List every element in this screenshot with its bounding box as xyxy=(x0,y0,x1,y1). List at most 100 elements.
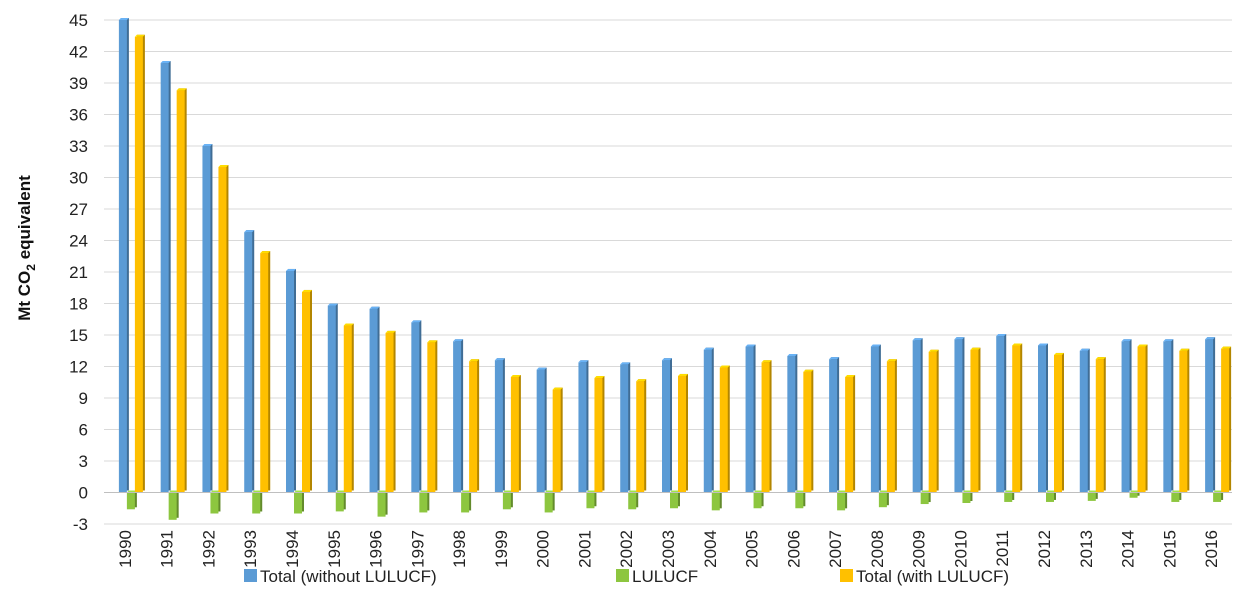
bar xyxy=(912,340,921,493)
bar-top xyxy=(510,375,521,377)
x-tick-label: 2007 xyxy=(826,530,845,568)
x-tick-label: 2005 xyxy=(743,530,762,568)
bar-top xyxy=(787,354,798,356)
bar-top xyxy=(411,320,422,323)
bar xyxy=(453,341,462,493)
bar xyxy=(544,492,553,513)
bar xyxy=(176,90,185,493)
x-tick-label: 2002 xyxy=(617,530,636,568)
bar xyxy=(202,146,211,493)
y-tick-label: 9 xyxy=(79,389,88,408)
bar-top xyxy=(803,369,814,372)
bar xyxy=(286,270,294,493)
legend-label: Total (with LULUCF) xyxy=(856,567,1009,586)
bar xyxy=(294,492,302,514)
bar xyxy=(1171,492,1180,502)
bar xyxy=(1137,346,1146,493)
x-tick-label: 1999 xyxy=(492,530,511,568)
bar xyxy=(510,377,519,493)
y-tick-label: 30 xyxy=(69,169,88,188)
x-tick-label: 1997 xyxy=(408,530,427,568)
bars xyxy=(118,18,1232,520)
bar xyxy=(886,361,895,493)
bar-top xyxy=(1137,344,1148,347)
bar xyxy=(419,492,428,513)
x-tick-label: 1993 xyxy=(241,530,260,568)
bar xyxy=(385,332,394,493)
x-tick-label: 2014 xyxy=(1119,530,1138,568)
bar xyxy=(803,371,812,493)
bar-top xyxy=(327,303,338,306)
bar-top xyxy=(302,289,312,292)
x-tick-label: 2015 xyxy=(1160,530,1179,568)
y-tick-label: 45 xyxy=(69,11,88,30)
y-tick-label: 3 xyxy=(79,452,88,471)
bar-top xyxy=(385,330,396,333)
bar xyxy=(928,351,937,493)
bar xyxy=(494,360,503,493)
y-tick-label: 6 xyxy=(79,421,88,440)
bar-top xyxy=(954,337,965,340)
bar xyxy=(536,369,545,493)
bar-top xyxy=(662,358,672,361)
bar-top xyxy=(996,334,1007,337)
y-axis-title-subscript: 2 xyxy=(24,264,38,271)
bar-top xyxy=(244,230,255,233)
y-tick-label: 42 xyxy=(69,43,88,62)
bar-top xyxy=(1163,339,1174,342)
x-tick-label: 1991 xyxy=(158,530,177,568)
y-tick-label: 21 xyxy=(69,263,88,282)
bar xyxy=(1046,492,1054,502)
bar-top xyxy=(1179,348,1190,351)
bar-top xyxy=(552,387,563,390)
bar xyxy=(954,339,963,493)
bar xyxy=(210,492,219,514)
bar xyxy=(411,322,420,493)
y-tick-label: 24 xyxy=(69,232,88,251)
bar xyxy=(327,305,336,493)
y-tick-label: 0 xyxy=(79,484,88,503)
bar xyxy=(244,232,253,493)
bar-top xyxy=(761,360,772,363)
x-tick-label: 2012 xyxy=(1035,530,1054,568)
bar-top xyxy=(1038,343,1048,346)
legend-label: LULUCF xyxy=(632,567,698,586)
y-axis-title-main: Mt CO xyxy=(15,271,34,321)
bar xyxy=(962,492,971,503)
x-tick-label: 2001 xyxy=(575,530,594,568)
y-tick-label: 36 xyxy=(69,106,88,125)
y-tick-label: 39 xyxy=(69,74,88,93)
bar xyxy=(745,346,754,493)
bar-top xyxy=(202,144,213,146)
y-axis-title-tail: equivalent xyxy=(15,175,34,264)
legend-swatch xyxy=(840,569,853,582)
bar xyxy=(260,253,269,493)
bar xyxy=(628,492,637,510)
bar xyxy=(369,308,378,493)
x-tick-label: 1996 xyxy=(367,530,386,568)
bar-top xyxy=(845,375,856,377)
bar-top xyxy=(1221,346,1232,349)
bar xyxy=(970,349,979,493)
x-tick-label: 2006 xyxy=(784,530,803,568)
bar xyxy=(620,364,629,493)
bar xyxy=(878,492,887,508)
x-tick-label: 2010 xyxy=(951,530,970,568)
bar xyxy=(126,492,135,510)
bar xyxy=(1121,341,1130,493)
bar xyxy=(343,325,352,493)
bar xyxy=(1095,359,1104,493)
legend-swatch xyxy=(244,569,257,582)
bar xyxy=(218,167,227,493)
bar xyxy=(670,492,678,509)
bar xyxy=(845,377,854,493)
bar xyxy=(662,360,670,493)
x-tick-label: 2013 xyxy=(1077,530,1096,568)
y-tick-label: -3 xyxy=(73,515,88,534)
bar xyxy=(578,362,587,493)
bar xyxy=(761,362,770,493)
x-tick-label: 1992 xyxy=(199,530,218,568)
bar xyxy=(1129,492,1138,498)
